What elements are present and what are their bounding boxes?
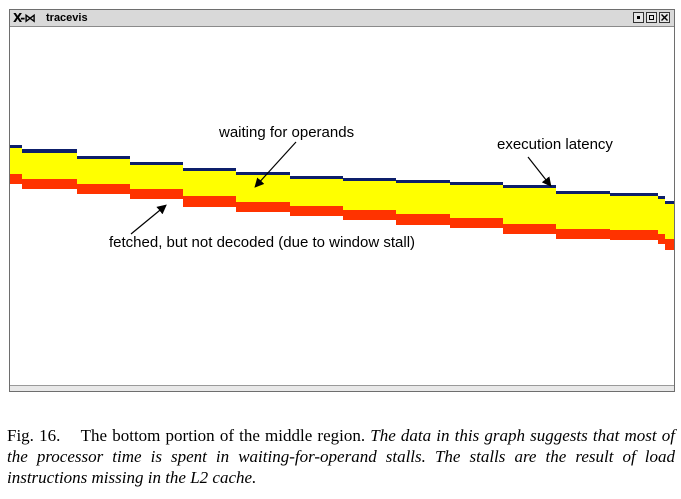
label-waiting-for-operands: waiting for operands: [219, 124, 355, 141]
x-window-logo-icon[interactable]: X-⋈: [13, 11, 36, 25]
trace-canvas[interactable]: [10, 27, 674, 391]
waiting-operands-segment-14: [665, 204, 674, 239]
fetched-segment-12: [610, 230, 658, 240]
waiting-operands-segment-11: [556, 194, 610, 229]
execution-latency-segment-11: [556, 191, 610, 194]
waiting-operands-segment-13: [658, 199, 665, 234]
execution-latency-segment-14: [665, 201, 674, 204]
execution-latency-segment-12: [610, 193, 658, 196]
fetched-segment-7: [343, 210, 396, 220]
execution-latency-segment-0: [10, 145, 22, 148]
close-icon[interactable]: [659, 12, 670, 23]
execution-latency-segment-2: [77, 156, 130, 159]
fetched-segment-8: [396, 214, 450, 225]
fetched-segment-3: [130, 189, 183, 199]
waiting-operands-segment-0: [10, 148, 22, 174]
caption-italic: The data in this graph suggests that mos…: [7, 426, 676, 487]
waiting-operands-segment-7: [343, 181, 396, 210]
execution-latency-segment-4: [183, 168, 236, 171]
execution-latency-segment-1: [22, 149, 77, 153]
caption-figure-number: Fig. 16.: [7, 426, 61, 445]
maximize-icon[interactable]: [646, 12, 657, 23]
fetched-segment-2: [77, 184, 130, 194]
fetched-segment-13: [658, 234, 665, 244]
waiting-operands-segment-4: [183, 171, 236, 196]
waiting-operands-segment-9: [450, 185, 503, 218]
fetched-segment-11: [556, 229, 610, 239]
figure-caption: Fig. 16. The bottom portion of the middl…: [7, 425, 675, 488]
fetched-segment-9: [450, 218, 503, 228]
waiting-operands-segment-8: [396, 183, 450, 214]
waiting-operands-segment-6: [290, 179, 343, 206]
fetched-segment-4: [183, 196, 236, 207]
execution-latency-segment-13: [658, 196, 665, 199]
execution-latency-segment-7: [343, 178, 396, 181]
execution-latency-segment-10: [503, 185, 556, 188]
waiting-operands-segment-3: [130, 165, 183, 189]
execution-latency-segment-6: [290, 176, 343, 179]
fetched-segment-10: [503, 224, 556, 234]
waiting-operands-segment-10: [503, 188, 556, 224]
label-fetched-not-decoded: fetched, but not decoded (due to window …: [109, 234, 416, 251]
waiting-operands-segment-12: [610, 196, 658, 230]
caption-main: The bottom portion of the middle region.: [80, 426, 366, 445]
window-title: tracevis: [46, 12, 88, 24]
minimize-icon[interactable]: [633, 12, 644, 23]
fetched-segment-5: [236, 202, 290, 212]
tracevis-window: X-⋈ tracevis: [9, 9, 675, 392]
fetched-segment-1: [22, 179, 77, 189]
title-bar[interactable]: X-⋈ tracevis: [10, 10, 674, 27]
waiting-operands-segment-5: [236, 175, 290, 202]
horizontal-scrollbar[interactable]: [10, 385, 674, 391]
waiting-operands-segment-1: [22, 153, 77, 179]
trace-graph: [10, 145, 674, 250]
execution-latency-segment-9: [450, 182, 503, 185]
fetched-segment-14: [665, 239, 674, 250]
fetched-segment-0: [10, 174, 22, 184]
label-execution-latency: execution latency: [497, 136, 613, 153]
execution-latency-segment-5: [236, 172, 290, 175]
execution-latency-segment-3: [130, 162, 183, 165]
execution-latency-segment-8: [396, 180, 450, 183]
fetched-segment-6: [290, 206, 343, 216]
waiting-operands-segment-2: [77, 159, 130, 184]
